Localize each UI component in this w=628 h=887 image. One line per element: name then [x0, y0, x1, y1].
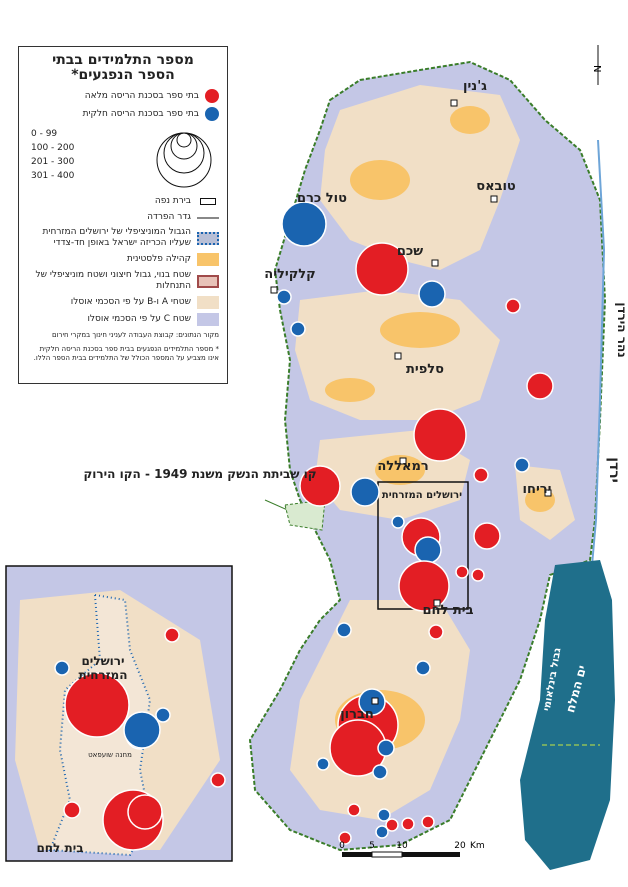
swatch — [197, 296, 219, 309]
swatch — [197, 313, 219, 326]
region-label: נהר הירדן — [615, 302, 628, 357]
swatch — [205, 107, 219, 121]
legend-text: בתי ספר בסכנת הריסה מלאה — [84, 90, 199, 101]
scale-label: 10 — [396, 841, 408, 851]
legend-title: מספר התלמידים בבתי הספר הנפגעים* — [27, 53, 219, 83]
city-label: רמאללה — [377, 459, 428, 474]
size-label: 201 - 300 — [31, 157, 75, 167]
dead-sea — [520, 560, 615, 870]
inset-label: בית לחם — [36, 841, 83, 855]
note: * מספר התלמידים הנפגעים בבית ספר בסכנת ה… — [33, 345, 219, 362]
legend-text: גדר הפרדה — [147, 212, 191, 222]
green-line-label: קו שביתת הנשק משנת 1949 - הקו הירוק — [83, 467, 316, 481]
swatch — [197, 274, 219, 288]
legend-title-line: מספר התלמידים בבתי — [52, 52, 194, 68]
capitals — [270, 99, 552, 705]
swatch — [197, 231, 219, 245]
legend-text: שטח בנוי, גבול חיצוני ושטח מוניציפלי של … — [35, 270, 192, 291]
city-label: טובאס — [476, 179, 516, 194]
inset-label: ירושלים — [81, 654, 124, 668]
city-label: סלפית — [406, 362, 444, 377]
city-label: טול כרם — [297, 191, 347, 206]
legend-text: שטח C על פי הסכמי אוסלו — [87, 314, 191, 324]
legend-text: קהילה פלסטינית — [126, 254, 191, 264]
city-label: שכם — [397, 244, 423, 259]
swatch — [197, 216, 219, 219]
region-label: ירדן — [606, 457, 622, 483]
legend-text: בירת נפה — [154, 196, 191, 206]
inset-label: המזרחית — [79, 668, 128, 682]
jordan-river — [591, 139, 606, 566]
swatch — [205, 89, 219, 103]
scale-label: 5 — [369, 841, 375, 851]
size-legend: 0 - 99 100 - 200 201 - 300 301 - 400 — [27, 127, 219, 189]
legend: מספר התלמידים בבתי הספר הנפגעים* בתי ספר … — [18, 46, 228, 384]
north-label: N — [591, 65, 602, 72]
source: מקור הנתונים: קבוצת העבודה לעניני חינוך … — [51, 331, 219, 339]
scale-label: 0 — [339, 841, 345, 851]
city-label: חברון — [340, 707, 374, 722]
size-label: 301 - 400 — [31, 171, 75, 181]
city-label: ג'נין — [463, 79, 487, 94]
legend-text: שטחי A ו-B על פי הסכמי אוסלו — [70, 297, 191, 307]
size-circles — [156, 132, 212, 188]
legend-text: הגבול המוניציפלי של ירושלים המזרחית שעלי… — [42, 227, 191, 248]
scale-label: Km — [470, 841, 485, 851]
legend-title-line: הספר הנפגעים* — [71, 67, 175, 83]
inset-label: מחנה שועפאט — [88, 751, 132, 759]
city-label: יריחו — [523, 482, 552, 497]
schools — [276, 201, 554, 845]
size-label: 100 - 200 — [31, 143, 75, 153]
city-label: בית לחם — [422, 603, 473, 618]
swatch — [197, 253, 219, 266]
legend-text: בתי ספר בסכנת הריסה חלקית — [82, 108, 199, 119]
size-label: 0 - 99 — [31, 129, 58, 139]
scale-label: 20 — [454, 841, 466, 851]
swatch — [197, 195, 219, 208]
inset: ירושלים המזרחית בית לחם מחנה שועפאט — [5, 565, 233, 862]
scale-bar: 0 5 10 20 Km — [339, 841, 485, 858]
city-label: קלקיליה — [264, 267, 315, 282]
city-label: ירושלים המזרחית — [382, 490, 462, 501]
